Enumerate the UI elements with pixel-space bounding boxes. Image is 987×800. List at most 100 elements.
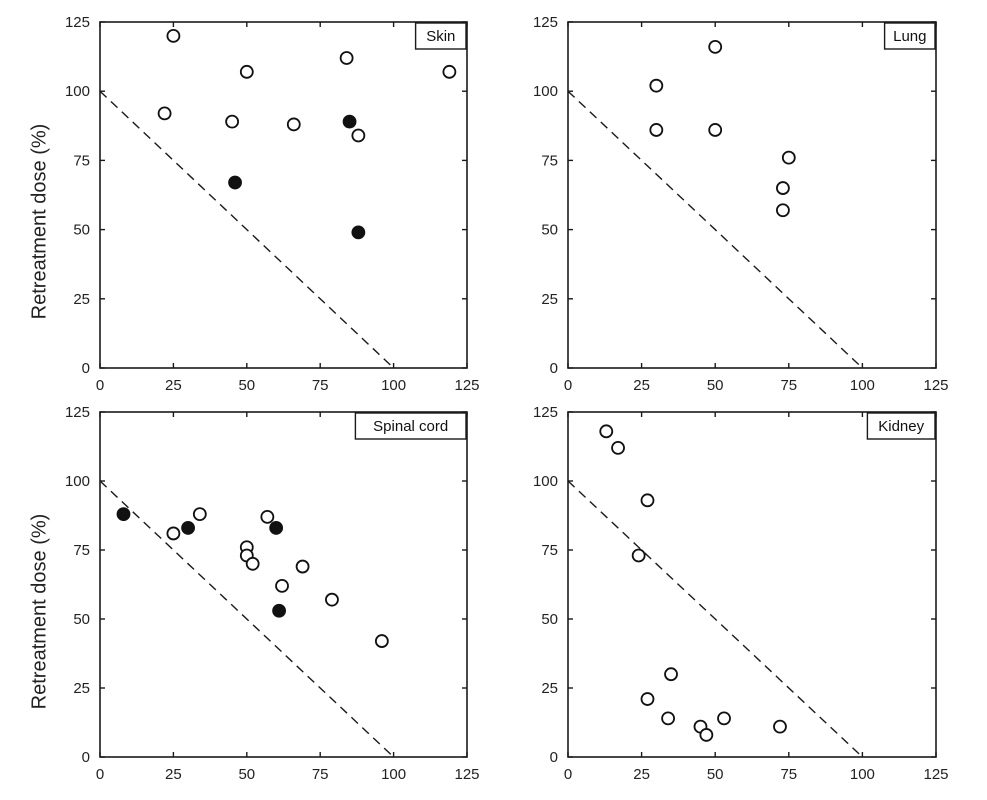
data-point-open bbox=[166, 28, 181, 43]
x-tick-label: 100 bbox=[381, 377, 406, 394]
y-tick-label: 75 bbox=[73, 152, 90, 169]
y-tick-label: 25 bbox=[541, 291, 558, 308]
data-point-open bbox=[351, 128, 366, 143]
y-tick-label: 50 bbox=[541, 222, 558, 239]
data-point-open bbox=[611, 440, 625, 455]
data-point-open bbox=[708, 40, 723, 54]
x-tick-label: 50 bbox=[238, 377, 255, 394]
y-tick-label: 0 bbox=[82, 749, 90, 766]
panel-lung: 0 25 50 75 100 125 0 25 50 75 100 125 Lung bbox=[533, 14, 949, 394]
y-tick-label: 0 bbox=[550, 360, 558, 377]
data-point-open bbox=[442, 64, 457, 79]
data-point-open bbox=[295, 559, 310, 574]
x-tick-label: 75 bbox=[780, 766, 797, 783]
y-tick-label: 25 bbox=[73, 291, 90, 308]
x-tick-label: 100 bbox=[850, 377, 875, 394]
data-point-open bbox=[640, 692, 655, 706]
data-point-open bbox=[664, 667, 678, 682]
data-point-open bbox=[286, 117, 301, 132]
data-point-filled bbox=[228, 175, 242, 190]
x-tick-label: 125 bbox=[923, 377, 948, 394]
data-point-open bbox=[339, 51, 354, 65]
data-point-open bbox=[717, 711, 731, 726]
x-tick-label: 50 bbox=[238, 766, 255, 783]
x-tick-label: 50 bbox=[707, 766, 724, 783]
y-tick-label: 100 bbox=[533, 473, 558, 490]
panel-spinal-cord: 0 25 50 75 100 125 0 25 50 75 100 125 Spinal cord bbox=[65, 404, 480, 783]
data-point-open bbox=[776, 181, 790, 195]
x-tick-label: 125 bbox=[454, 766, 479, 783]
x-tick-label: 75 bbox=[780, 377, 797, 394]
x-tick-label: 50 bbox=[707, 377, 724, 394]
y-tick-label: 125 bbox=[533, 14, 558, 31]
y-axis-label-top: Retreatment dose (%) bbox=[28, 123, 51, 320]
y-tick-label: 100 bbox=[533, 83, 558, 100]
y-tick-label: 0 bbox=[550, 749, 558, 766]
x-tick-label: 25 bbox=[165, 377, 182, 394]
x-tick-label: 25 bbox=[165, 766, 182, 783]
x-tick-label: 75 bbox=[312, 377, 329, 394]
panel-title: Spinal cord bbox=[373, 418, 448, 435]
data-point-filled bbox=[272, 603, 286, 618]
title-box bbox=[883, 22, 936, 50]
y-tick-label: 25 bbox=[541, 680, 558, 697]
data-point-open bbox=[649, 78, 664, 93]
data-point-open bbox=[239, 64, 254, 79]
data-point-open bbox=[773, 719, 787, 734]
reference-line bbox=[567, 480, 863, 758]
y-tick-label: 125 bbox=[65, 404, 90, 421]
y-tick-label: 50 bbox=[73, 222, 90, 239]
x-tick-label: 100 bbox=[850, 766, 875, 783]
y-tick-label: 0 bbox=[82, 360, 90, 377]
data-point-filled bbox=[116, 507, 131, 522]
title-box bbox=[866, 412, 936, 440]
data-point-open bbox=[225, 114, 240, 129]
data-point-open bbox=[599, 424, 614, 439]
reference-line bbox=[567, 90, 863, 369]
panel-title: Skin bbox=[426, 28, 455, 45]
data-point-filled bbox=[181, 521, 195, 535]
x-tick-label: 0 bbox=[564, 766, 572, 783]
data-point-open bbox=[260, 509, 275, 524]
y-tick-label: 100 bbox=[65, 83, 90, 100]
plot-frame bbox=[567, 21, 937, 369]
title-box bbox=[354, 412, 467, 440]
data-point-open bbox=[649, 123, 664, 137]
plot-frame bbox=[99, 21, 468, 369]
data-point-filled bbox=[351, 225, 366, 240]
panel-skin: 0 25 50 75 100 125 0 25 50 75 100 125 Skin bbox=[65, 14, 480, 394]
panel-title: Lung bbox=[893, 28, 926, 45]
panel-kidney: 0 25 50 75 100 125 0 25 50 75 100 125 Kidney bbox=[533, 404, 949, 783]
data-point-open bbox=[325, 592, 339, 607]
y-tick-label: 25 bbox=[73, 680, 90, 697]
y-tick-label: 75 bbox=[541, 152, 558, 169]
reference-line bbox=[99, 90, 395, 369]
x-tick-label: 0 bbox=[96, 766, 104, 783]
data-point-open bbox=[192, 507, 207, 522]
x-tick-label: 125 bbox=[923, 766, 948, 783]
y-tick-label: 125 bbox=[65, 14, 90, 31]
panel-title: Kidney bbox=[878, 418, 924, 435]
data-point-open bbox=[640, 493, 655, 508]
data-point-open bbox=[781, 150, 796, 165]
y-axis-label-bottom: Retreatment dose (%) bbox=[28, 513, 51, 710]
plot-frame bbox=[99, 411, 468, 758]
title-box bbox=[414, 22, 467, 50]
x-tick-label: 100 bbox=[381, 766, 406, 783]
data-point-open bbox=[708, 123, 723, 137]
y-tick-label: 50 bbox=[73, 611, 90, 628]
y-tick-label: 125 bbox=[533, 404, 558, 421]
data-point-open bbox=[166, 526, 181, 541]
data-point-filled bbox=[342, 114, 357, 129]
data-point-open bbox=[374, 634, 389, 648]
x-tick-label: 0 bbox=[564, 377, 572, 394]
x-tick-label: 25 bbox=[633, 377, 650, 394]
data-point-open bbox=[245, 556, 260, 571]
data-point-open bbox=[661, 711, 675, 726]
y-tick-label: 100 bbox=[65, 473, 90, 490]
reference-line bbox=[99, 480, 395, 758]
y-tick-label: 75 bbox=[73, 542, 90, 559]
plot-frame bbox=[567, 411, 937, 758]
data-point-open bbox=[275, 578, 289, 593]
